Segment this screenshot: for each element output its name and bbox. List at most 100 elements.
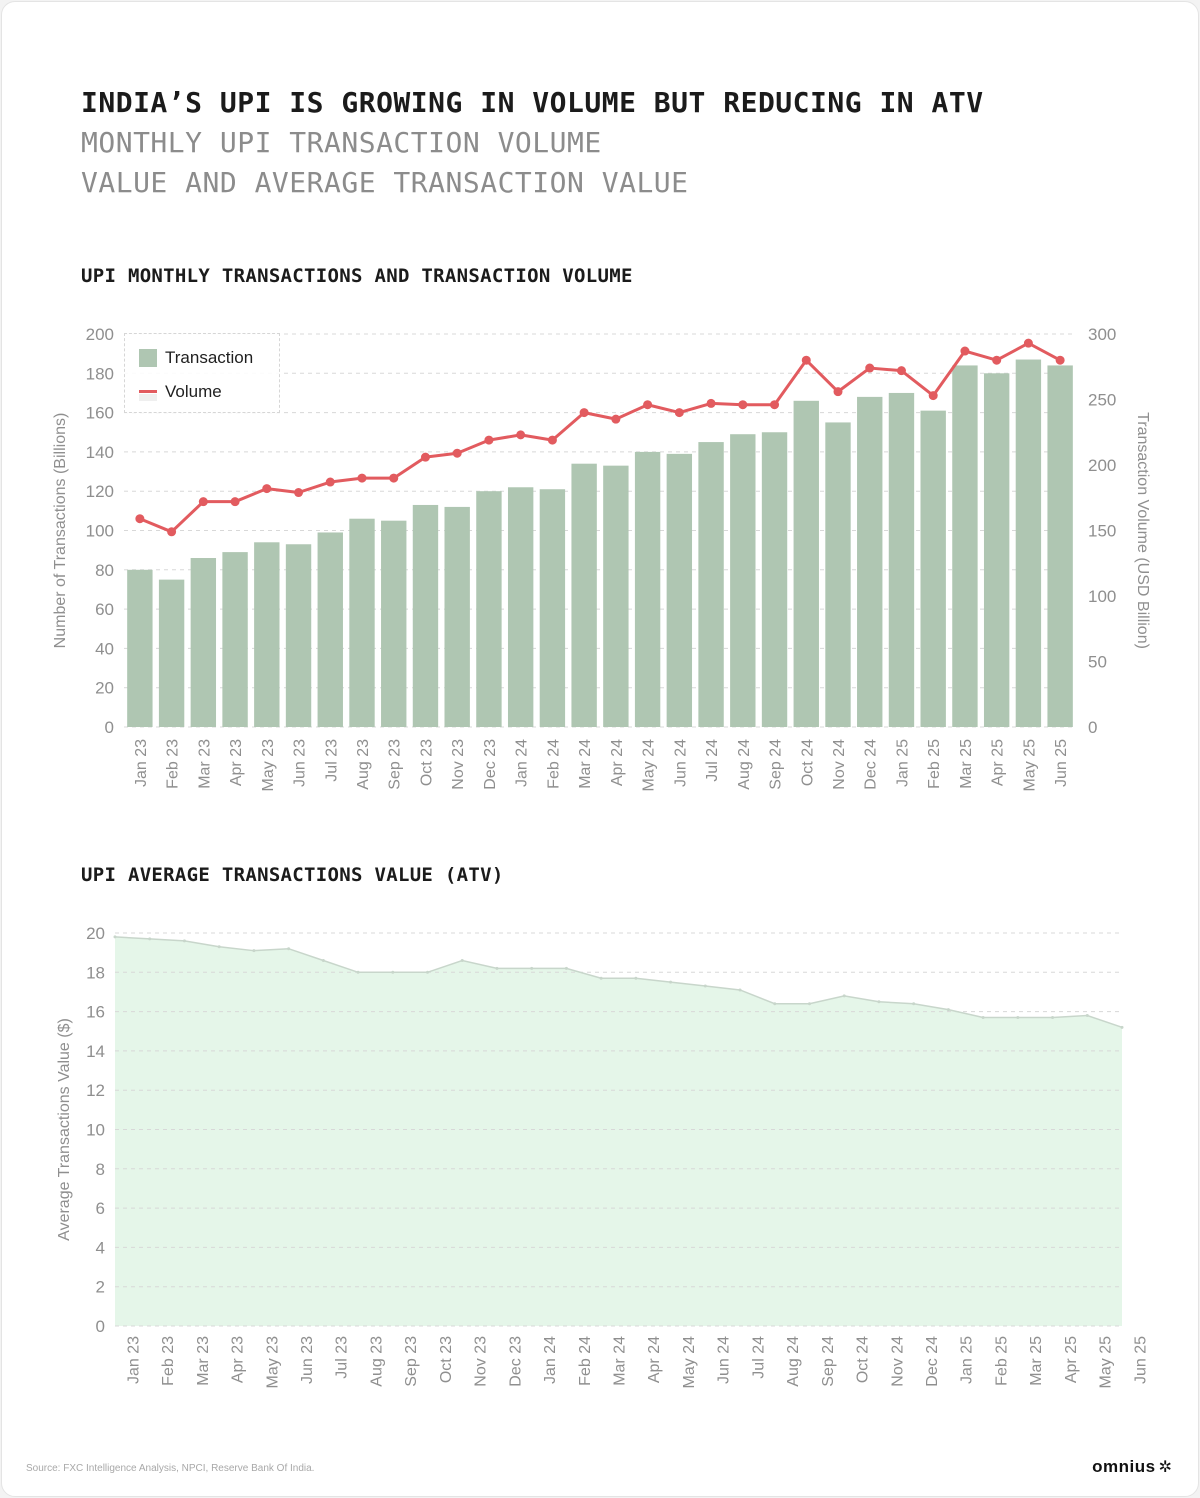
y-tick-label: 180 bbox=[86, 364, 114, 383]
atv-point-feb-23 bbox=[148, 937, 152, 941]
y-tick-label: 60 bbox=[95, 600, 114, 619]
legend-label-transaction: Transaction bbox=[165, 348, 254, 367]
volume-point-dec-23 bbox=[484, 435, 494, 445]
volume-line bbox=[139, 341, 1061, 534]
volume-point-apr-24 bbox=[611, 414, 621, 424]
x-tick-label: Jul 24 bbox=[704, 739, 721, 782]
y-tick-label: 4 bbox=[96, 1238, 105, 1257]
x-tick-label: Jun 23 bbox=[292, 739, 309, 787]
volume-point-feb-23 bbox=[167, 527, 177, 537]
bar-jun-23 bbox=[285, 544, 312, 727]
x-tick-label: Oct 24 bbox=[855, 1336, 872, 1383]
bar-jul-24 bbox=[698, 442, 724, 727]
x-tick-label: Apr 23 bbox=[228, 739, 245, 786]
bar-jan-24 bbox=[507, 487, 534, 727]
y-tick-label: 160 bbox=[86, 404, 114, 423]
volume-point-jul-23 bbox=[325, 477, 335, 487]
atv-point-mar-25 bbox=[1016, 1015, 1020, 1019]
volume-point-aug-23 bbox=[357, 473, 367, 483]
x-tick-label: Dec 24 bbox=[863, 739, 880, 790]
bar-apr-25 bbox=[983, 373, 1010, 727]
volume-point-sep-24 bbox=[770, 400, 780, 410]
y-axis-title: Number of Transactions (Billions) bbox=[52, 413, 69, 649]
x-tick-label: May 23 bbox=[264, 1336, 281, 1389]
bar-aug-23 bbox=[349, 518, 375, 727]
x-tick-label: Dec 23 bbox=[482, 739, 499, 790]
x-tick-label: Apr 24 bbox=[609, 739, 626, 786]
bar-apr-23 bbox=[222, 552, 248, 727]
y2-tick-label: 300 bbox=[1088, 325, 1116, 344]
atv-line bbox=[114, 936, 1123, 1029]
bar-nov-23 bbox=[444, 506, 470, 727]
volume-point-apr-25 bbox=[992, 355, 1002, 365]
x-tick-label: Jun 23 bbox=[299, 1336, 316, 1384]
x-tick-label: Dec 24 bbox=[924, 1336, 941, 1387]
bar-dec-23 bbox=[476, 491, 502, 727]
volume-point-oct-24 bbox=[801, 355, 811, 365]
y-tick-label: 12 bbox=[86, 1081, 105, 1100]
atv-point-may-24 bbox=[669, 980, 673, 984]
chart1-title: UPI MONTHLY TRANSACTIONS AND TRANSACTION… bbox=[81, 265, 633, 287]
x-tick-label: Aug 23 bbox=[355, 739, 372, 790]
x-tick-label: Oct 23 bbox=[438, 1336, 455, 1383]
legend-item-transaction: Transaction bbox=[139, 348, 253, 368]
x-tick-label: Aug 23 bbox=[368, 1336, 385, 1387]
volume-point-mar-24 bbox=[579, 408, 589, 418]
y-tick-label: 0 bbox=[105, 718, 114, 737]
bar-sep-23 bbox=[381, 520, 407, 727]
x-tick-label: Aug 24 bbox=[785, 1336, 802, 1387]
x-tick-label: Nov 23 bbox=[473, 1336, 490, 1387]
asterisk-icon: ✲ bbox=[1158, 1459, 1172, 1476]
x-tick-label: Feb 23 bbox=[165, 739, 182, 789]
atv-point-jun-23 bbox=[287, 947, 291, 951]
atv-point-jan-23 bbox=[113, 935, 117, 939]
volume-point-nov-24 bbox=[833, 387, 843, 397]
volume-point-mar-23 bbox=[198, 497, 208, 507]
x-tick-label: Sep 24 bbox=[820, 1336, 837, 1387]
volume-point-apr-23 bbox=[230, 497, 240, 507]
x-tick-label: Apr 24 bbox=[646, 1336, 663, 1383]
atv-point-jun-24 bbox=[703, 984, 707, 988]
bar-jan-23 bbox=[127, 569, 153, 727]
y2-tick-label: 50 bbox=[1088, 653, 1107, 672]
volume-point-jun-25 bbox=[1055, 355, 1065, 365]
x-tick-label: May 25 bbox=[1021, 739, 1038, 792]
page-subtitle-line-1: MONTHLY UPI TRANSACTION VOLUME bbox=[81, 126, 602, 159]
x-tick-label: Oct 23 bbox=[418, 739, 435, 786]
x-tick-label: Jan 25 bbox=[894, 739, 911, 787]
volume-point-jan-24 bbox=[516, 430, 526, 440]
x-tick-label: Feb 25 bbox=[993, 1336, 1010, 1386]
volume-point-aug-24 bbox=[738, 400, 748, 410]
transactions-volume-chart: 0 20 40 60 80 100 120 140 160 180 200 0 50 100 150 200 2… bbox=[52, 325, 1151, 792]
atv-point-nov-24 bbox=[877, 1000, 881, 1004]
brand-logo: omnius ✲ bbox=[1092, 1457, 1172, 1477]
source-note: Source: FXC Intelligence Analysis, NPCI,… bbox=[26, 1463, 315, 1474]
atv-area-chart: 0 2 4 6 8 10 12 14 16 18 20 Jan 23 Feb 23 Mar 23 Apr 2… bbox=[56, 924, 1149, 1389]
y-tick-label: 140 bbox=[86, 443, 114, 462]
brand-name: omnius bbox=[1092, 1457, 1156, 1476]
x-tick-label: Oct 24 bbox=[799, 739, 816, 786]
y-tick-label: 0 bbox=[96, 1317, 105, 1336]
x-tick-label: Jan 25 bbox=[959, 1336, 976, 1384]
volume-point-jan-25 bbox=[896, 366, 906, 376]
atv-point-jul-23 bbox=[321, 959, 325, 963]
y-tick-label: 20 bbox=[95, 679, 114, 698]
volume-point-dec-24 bbox=[865, 363, 875, 373]
atv-point-oct-24 bbox=[842, 994, 846, 998]
y-tick-label: 40 bbox=[95, 639, 114, 658]
y-tick-label: 100 bbox=[86, 522, 114, 541]
bar-mar-25 bbox=[952, 365, 978, 727]
volume-point-jan-23 bbox=[135, 514, 145, 524]
legend-item-volume: Volume bbox=[139, 382, 222, 402]
bar-mar-24 bbox=[571, 463, 597, 727]
bar-may-24 bbox=[634, 451, 661, 727]
bar-feb-24 bbox=[539, 489, 566, 727]
x-tick-label: Jun 24 bbox=[716, 1336, 733, 1384]
x-tick-label: Jun 25 bbox=[1132, 1336, 1149, 1384]
x-tick-label: Mar 24 bbox=[577, 739, 594, 789]
bar-may-23 bbox=[254, 542, 280, 727]
y-tick-label: 16 bbox=[86, 1003, 105, 1022]
y-tick-label: 10 bbox=[86, 1121, 105, 1140]
y-tick-label: 8 bbox=[96, 1160, 105, 1179]
y-tick-label: 200 bbox=[86, 325, 114, 344]
